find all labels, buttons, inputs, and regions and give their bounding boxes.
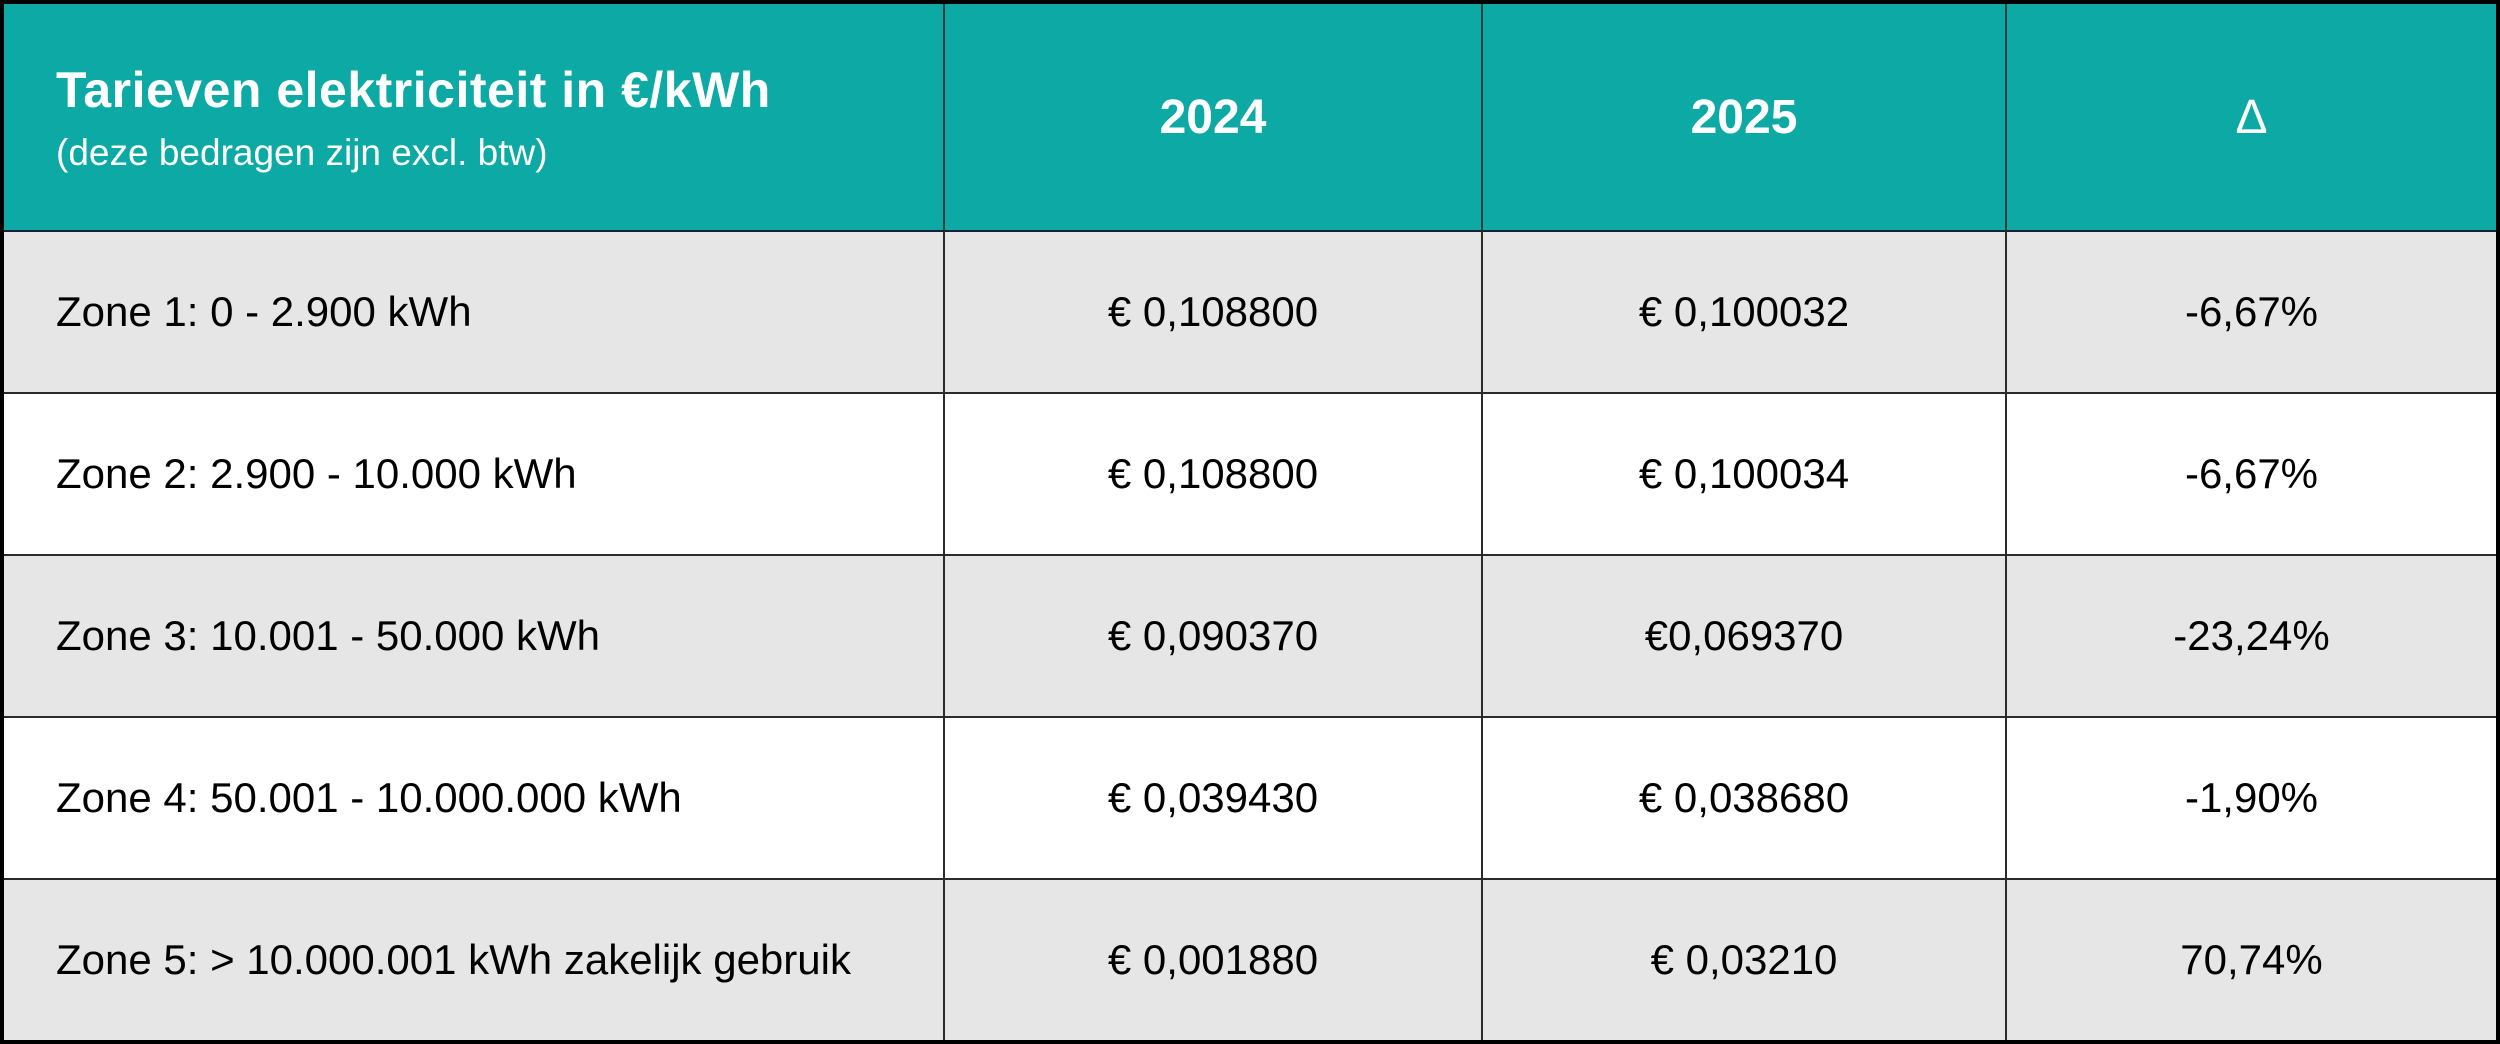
tariff-2024-cell-row4: € 0,039430 [945, 718, 1483, 880]
tariff-2025-cell-row3: €0,069370 [1483, 556, 2007, 718]
table-subtitle: (deze bedragen zijn excl. btw) [56, 132, 548, 174]
tariff-2024-cell-row3: € 0,090370 [945, 556, 1483, 718]
zone-cell-row1: Zone 1: 0 - 2.900 kWh [4, 232, 945, 394]
delta-cell-row5: 70,74% [2007, 880, 2496, 1040]
delta-cell-row1: -6,67% [2007, 232, 2496, 394]
delta-cell-row3: -23,24% [2007, 556, 2496, 718]
tariff-2024-cell-row5: € 0,001880 [945, 880, 1483, 1040]
table-title-cell: Tarieven elektriciteit in €/kWh (deze be… [4, 4, 945, 232]
zone-cell-row3: Zone 3: 10.001 - 50.000 kWh [4, 556, 945, 718]
column-header-2024: 2024 [945, 4, 1483, 232]
delta-cell-row4: -1,90% [2007, 718, 2496, 880]
tariff-2025-cell-row4: € 0,038680 [1483, 718, 2007, 880]
column-header-delta: Δ [2007, 4, 2496, 232]
tariff-2024-cell-row1: € 0,108800 [945, 232, 1483, 394]
zone-cell-row2: Zone 2: 2.900 - 10.000 kWh [4, 394, 945, 556]
zone-cell-row5: Zone 5: > 10.000.001 kWh zakelijk gebrui… [4, 880, 945, 1040]
delta-cell-row2: -6,67% [2007, 394, 2496, 556]
column-header-2025: 2025 [1483, 4, 2007, 232]
tariff-2024-cell-row2: € 0,108800 [945, 394, 1483, 556]
table-title: Tarieven elektriciteit in €/kWh [56, 61, 771, 118]
zone-cell-row4: Zone 4: 50.001 - 10.000.000 kWh [4, 718, 945, 880]
tariff-2025-cell-row5: € 0,03210 [1483, 880, 2007, 1040]
tariff-2025-cell-row1: € 0,100032 [1483, 232, 2007, 394]
tariff-2025-cell-row2: € 0,100034 [1483, 394, 2007, 556]
